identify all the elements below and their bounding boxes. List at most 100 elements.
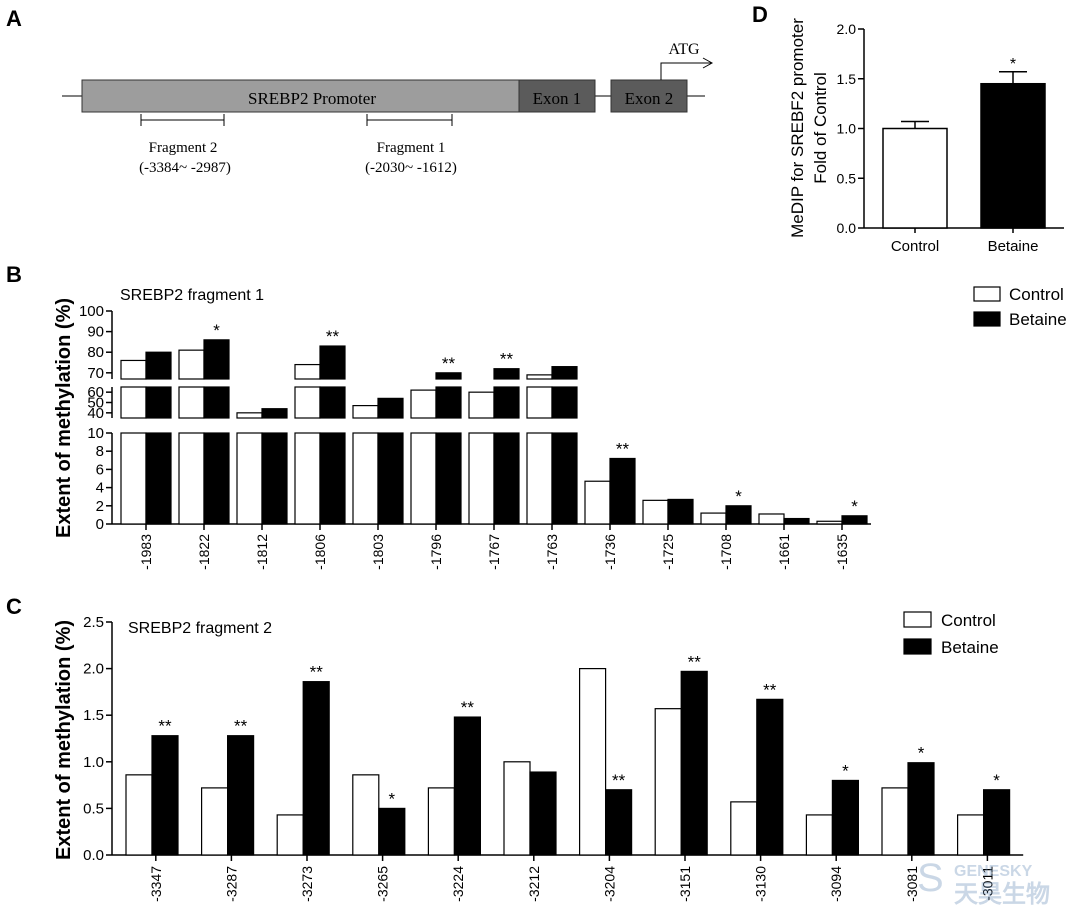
significance-marker: ** [763, 680, 777, 699]
bar-betaine [203, 432, 230, 525]
bar-control [276, 814, 304, 856]
bar-betaine [551, 366, 578, 380]
chart-d: 0.0 0.5 1.0 1.5 2.0 Control Betaine * MeDIP for … [788, 18, 1064, 255]
exon2-label: Exon 2 [625, 89, 674, 108]
bar-control [120, 432, 147, 525]
bar-control [178, 386, 205, 419]
bar-betaine [493, 386, 520, 419]
atg-label: ATG [668, 41, 700, 58]
significance-marker: ** [326, 327, 340, 346]
y-axis-label: Extent of methylation (%) [53, 620, 75, 860]
bar-betaine [529, 771, 557, 856]
bar-control [805, 814, 834, 856]
legend-label-betaine: Betaine [941, 638, 999, 657]
legend-label-control: Control [941, 611, 996, 630]
bar-control [526, 432, 553, 525]
significance-marker: ** [234, 717, 248, 736]
x-tick-label: -3130 [753, 866, 769, 902]
panel-label-c: C [6, 594, 22, 619]
significance-marker: ** [500, 350, 514, 369]
bar-betaine [756, 698, 784, 856]
promoter-label: SREBP2 Promoter [248, 89, 376, 108]
x-tick-label: -1635 [834, 534, 850, 570]
bar-control [642, 499, 669, 525]
bar-betaine [261, 432, 288, 525]
y-tick-label: 0.0 [837, 220, 857, 236]
x-tick-label: -1767 [486, 534, 502, 570]
x-tick-label: -3081 [904, 866, 920, 902]
significance-marker: * [213, 321, 220, 340]
x-tick-label: -1763 [544, 534, 560, 570]
bar-betaine [377, 432, 404, 525]
bar-betaine [145, 351, 172, 380]
bar-betaine [841, 515, 868, 525]
fragment1-label: Fragment 1 [377, 140, 446, 156]
bar-control [730, 801, 758, 856]
bar-control [526, 386, 553, 419]
bar-control [236, 432, 263, 525]
x-tick-label: -3204 [601, 866, 617, 902]
bar-betaine [435, 386, 462, 419]
watermark-cjk: 天昊生物 [954, 881, 1050, 908]
bar-betaine [725, 505, 752, 525]
x-tick-label: Betaine [988, 238, 1039, 255]
x-tick-label: Control [891, 238, 939, 255]
y-tick-label: 40 [87, 405, 104, 422]
bar-betaine [907, 762, 935, 856]
y-tick-label: 1.5 [83, 707, 104, 724]
fragment2-bracket [140, 114, 225, 126]
bar-control [584, 480, 611, 525]
bar-control [201, 787, 229, 856]
y-tick-label: 100 [79, 303, 104, 320]
bar-betaine [377, 397, 404, 419]
x-tick-label: -1725 [660, 534, 676, 570]
bar-control [578, 667, 607, 856]
panel-label-a: A [6, 6, 22, 31]
bar-betaine [319, 386, 346, 419]
y-tick-label: 2 [96, 498, 104, 515]
bar-betaine [203, 339, 230, 380]
bar-betaine [302, 681, 330, 856]
bar-control [178, 349, 205, 380]
x-tick-label: -1803 [370, 534, 386, 570]
fragment1-range: (-2030~ -1612) [365, 160, 457, 176]
bar-control [120, 359, 147, 380]
x-tick-label: -1708 [718, 534, 734, 570]
legend-label-control: Control [1009, 285, 1064, 304]
x-tick-label: -3224 [450, 866, 466, 902]
bar-control [503, 761, 531, 856]
bar-betaine [203, 386, 230, 419]
bar-betaine [493, 432, 520, 525]
bar-betaine [551, 432, 578, 525]
x-tick-label: -1806 [312, 534, 328, 570]
x-tick-label: -1661 [776, 534, 792, 570]
bar-control [427, 787, 455, 856]
bar-control [468, 391, 495, 419]
y-tick-label: 80 [87, 344, 104, 361]
bar-control [468, 432, 495, 525]
bar-betaine [227, 735, 255, 856]
legend-swatch-betaine [973, 311, 1001, 327]
y-tick-label: 50 [87, 395, 104, 412]
y-tick-label: 70 [87, 365, 104, 382]
significance-marker: * [388, 789, 395, 808]
bar-betaine [145, 386, 172, 419]
significance-marker: ** [310, 663, 324, 682]
chart-title: SREBP2 fragment 2 [128, 620, 272, 637]
bar-betaine [453, 716, 481, 856]
bar-betaine [435, 432, 462, 525]
significance-marker: * [918, 744, 925, 763]
significance-marker: * [735, 487, 742, 506]
x-tick-label: -1736 [602, 534, 618, 570]
panel-label-d: D [752, 2, 768, 27]
fragment2-range: (-3384~ -2987) [139, 160, 231, 176]
fragment2-label: Fragment 2 [149, 140, 218, 156]
bar-betaine [551, 386, 578, 419]
y-tick-label: 6 [96, 461, 104, 478]
bar-control [700, 512, 727, 525]
x-tick-label: -3094 [828, 866, 844, 902]
x-tick-label: -3212 [526, 866, 542, 902]
bar-control [352, 432, 379, 525]
